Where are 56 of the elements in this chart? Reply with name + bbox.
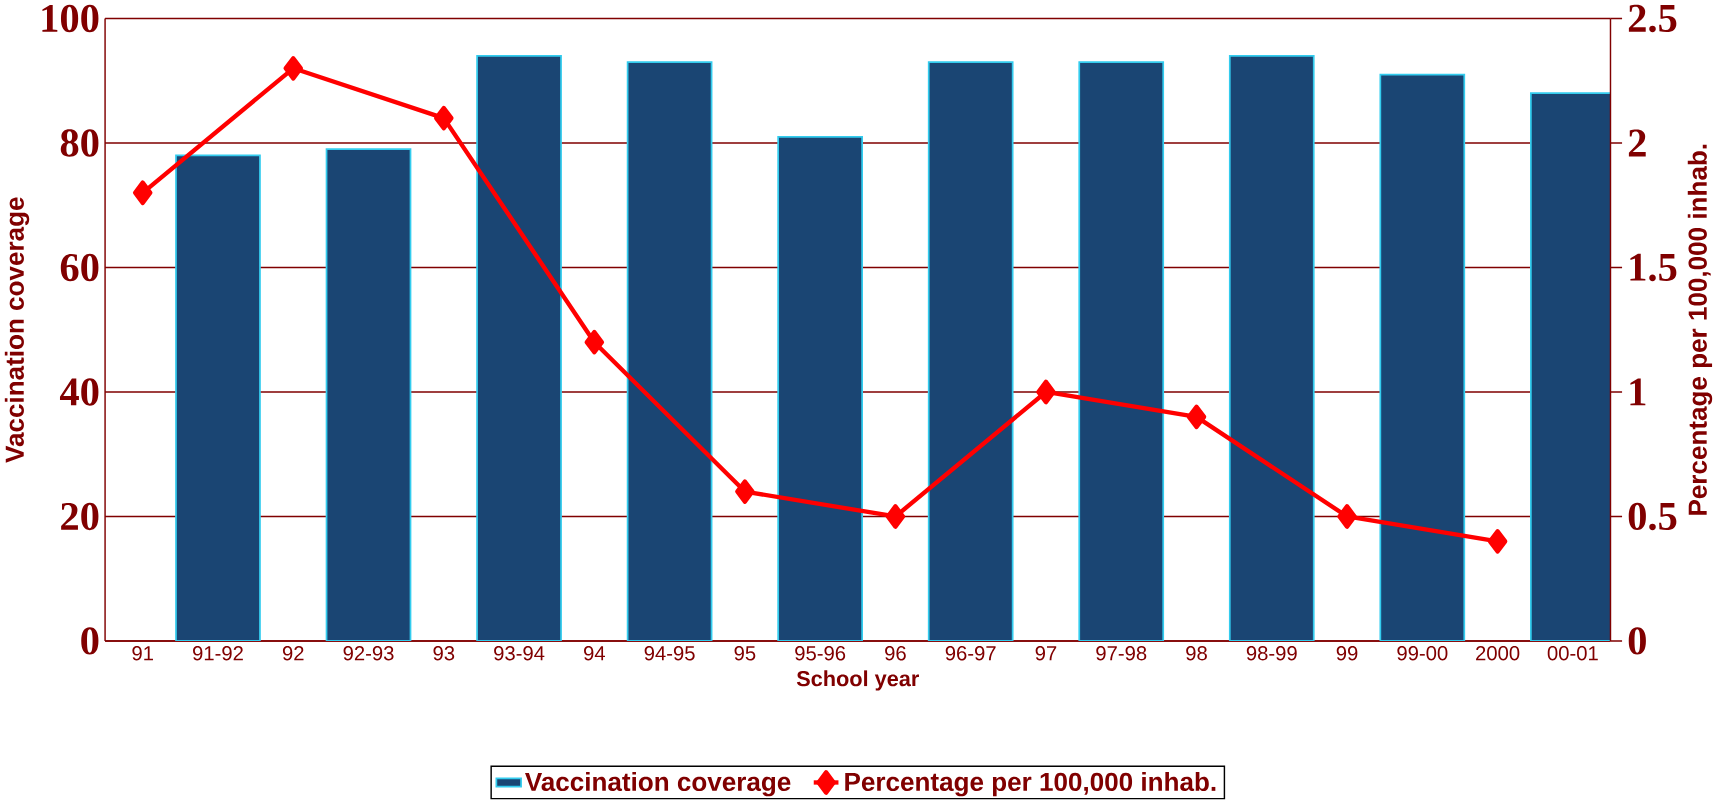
x-tick-label: 97 <box>1035 646 1057 661</box>
x-tick-label: 92-93 <box>343 646 394 661</box>
y-tick-label: 20 <box>61 503 99 531</box>
bar <box>927 61 1014 642</box>
bar <box>1079 62 1164 642</box>
point <box>584 330 605 355</box>
x-tick-label: 94-95 <box>644 646 695 661</box>
x-tick-label: 94 <box>584 646 605 661</box>
y2-tick-label: 2 <box>1628 129 1646 157</box>
x-tick-label: 2000 <box>1476 646 1520 661</box>
x-tick-label: 99-00 <box>1397 646 1448 661</box>
point <box>132 180 153 206</box>
x-tick-label: 98 <box>1186 646 1207 661</box>
point <box>1337 504 1357 529</box>
y2-tick-label: 0.5 <box>1628 502 1677 531</box>
x-tick-label: 96 <box>885 646 906 661</box>
point <box>1487 529 1508 554</box>
x-tick-label: 95 <box>734 646 756 661</box>
y2-tick-label: 1.5 <box>1630 254 1677 282</box>
y2-tick-label: 1 <box>1630 378 1646 406</box>
bar <box>626 61 713 642</box>
y2-tick-label: 0 <box>1628 627 1646 655</box>
x-tick-label: 99 <box>1336 646 1358 661</box>
x-tick-label: 93-94 <box>494 646 545 661</box>
y-tick-label: 100 <box>42 5 99 33</box>
bar <box>777 136 863 642</box>
y-tick-label: 80 <box>60 129 99 157</box>
y2-tick-label: 2.5 <box>1628 5 1677 33</box>
point <box>885 504 906 529</box>
x-tick-label: 00-01 <box>1547 646 1598 661</box>
point <box>735 479 755 505</box>
x-tick-label: 93 <box>433 646 455 661</box>
bar <box>476 55 562 642</box>
legend-label: Vaccination coverage <box>525 772 791 797</box>
y2-axis-title: Percentage per 100,000 inhab. <box>1687 144 1713 516</box>
x-axis-title: School year <box>796 670 919 691</box>
bar <box>175 154 261 642</box>
y-tick-label: 0 <box>81 627 99 655</box>
x-tick-label: 95-96 <box>795 646 846 661</box>
x-tick-label: 98-99 <box>1246 646 1297 661</box>
legend-label: Percentage per 100,000 inhab. <box>845 772 1216 797</box>
x-tick-label: 91-92 <box>193 646 243 661</box>
point <box>1036 379 1056 405</box>
point <box>434 106 454 131</box>
x-tick-label: 97-98 <box>1096 646 1147 661</box>
x-tick-label: 96-97 <box>945 646 996 661</box>
bar <box>1228 55 1315 642</box>
y-axis-title: Vaccination coverage <box>4 197 30 464</box>
y-tick-label: 40 <box>59 378 99 406</box>
bar <box>325 148 412 642</box>
y-tick-label: 60 <box>60 254 99 282</box>
point <box>1186 404 1207 430</box>
x-tick-label: 91 <box>132 646 153 661</box>
point <box>283 56 304 81</box>
x-tick-label: 92 <box>282 646 304 661</box>
bar <box>1379 73 1466 642</box>
